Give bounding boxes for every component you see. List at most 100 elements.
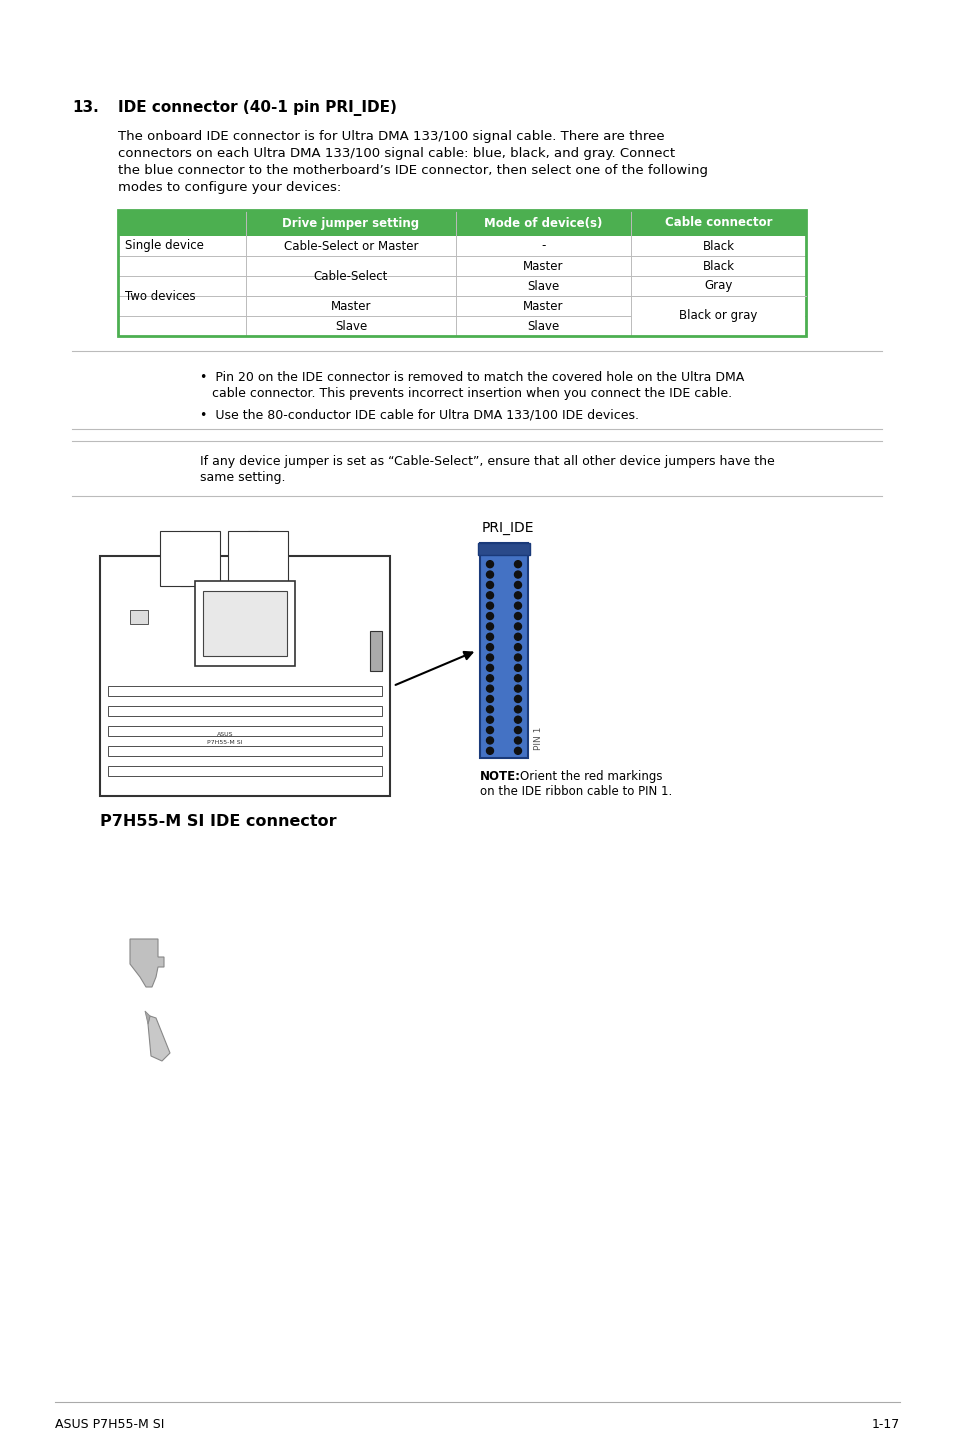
Circle shape (514, 706, 521, 713)
Polygon shape (148, 1015, 170, 1061)
Bar (631, 315, 804, 316)
Text: •  Pin 20 on the IDE connector is removed to match the covered hole on the Ultra: • Pin 20 on the IDE connector is removed… (200, 371, 743, 384)
Circle shape (486, 684, 493, 692)
Circle shape (514, 748, 521, 755)
Circle shape (486, 571, 493, 579)
Circle shape (514, 613, 521, 620)
Text: modes to configure your devices:: modes to configure your devices: (118, 180, 341, 193)
Text: NOTE:: NOTE: (479, 770, 520, 783)
Text: Black: Black (701, 239, 734, 252)
Circle shape (486, 748, 493, 755)
Text: Gray: Gray (703, 279, 732, 292)
Bar (479, 543, 527, 758)
Bar (370, 632, 381, 672)
Text: Master: Master (331, 299, 371, 312)
Circle shape (486, 716, 493, 723)
Text: If any device jumper is set as “Cable-Select”, ensure that all other device jump: If any device jumper is set as “Cable-Se… (200, 455, 774, 468)
Circle shape (486, 706, 493, 713)
Bar (130, 610, 148, 624)
Text: The onboard IDE connector is for Ultra DMA 133/100 signal cable. There are three: The onboard IDE connector is for Ultra D… (118, 130, 664, 143)
Circle shape (514, 591, 521, 599)
Circle shape (486, 726, 493, 733)
Circle shape (486, 591, 493, 599)
Text: IDE connector (40-1 pin PRI_IDE): IDE connector (40-1 pin PRI_IDE) (118, 100, 396, 116)
Text: same setting.: same setting. (200, 471, 285, 484)
Circle shape (514, 674, 521, 682)
Circle shape (486, 633, 493, 640)
Circle shape (514, 664, 521, 672)
Bar (248, 531, 257, 586)
Bar (118, 296, 805, 316)
Circle shape (514, 561, 521, 567)
Text: cable connector. This prevents incorrect insertion when you connect the IDE cabl: cable connector. This prevents incorrect… (200, 387, 731, 400)
Text: Master: Master (522, 299, 563, 312)
Bar (108, 766, 381, 776)
Text: Two devices: Two devices (125, 289, 195, 302)
Polygon shape (145, 1011, 150, 1024)
Polygon shape (130, 939, 164, 987)
Circle shape (486, 613, 493, 620)
Text: Black or gray: Black or gray (679, 309, 757, 322)
Bar (118, 276, 805, 296)
Circle shape (486, 696, 493, 703)
Text: 13.: 13. (71, 100, 99, 115)
Bar (118, 236, 805, 256)
Text: •  Use the 80-conductor IDE cable for Ultra DMA 133/100 IDE devices.: • Use the 80-conductor IDE cable for Ult… (200, 410, 639, 422)
Text: Master: Master (522, 259, 563, 272)
Bar (118, 211, 805, 236)
Bar (160, 531, 220, 586)
Circle shape (514, 623, 521, 630)
Circle shape (514, 633, 521, 640)
Circle shape (486, 737, 493, 745)
Circle shape (486, 581, 493, 589)
Circle shape (514, 684, 521, 692)
Text: Slave: Slave (335, 319, 367, 332)
Text: ASUS: ASUS (216, 732, 233, 737)
Bar (108, 746, 381, 756)
Text: PRI_IDE: PRI_IDE (481, 521, 534, 536)
Circle shape (514, 571, 521, 579)
Bar (118, 211, 805, 337)
Text: connectors on each Ultra DMA 133/100 signal cable: blue, black, and gray. Connec: connectors on each Ultra DMA 133/100 sig… (118, 147, 675, 160)
Bar (180, 531, 190, 586)
Circle shape (514, 603, 521, 609)
Bar (118, 256, 805, 276)
Text: Orient the red markings: Orient the red markings (519, 770, 661, 783)
Text: -: - (540, 239, 545, 252)
Bar (203, 591, 287, 656)
Text: Slave: Slave (527, 279, 559, 292)
Bar (228, 531, 288, 586)
Text: Mode of device(s): Mode of device(s) (484, 216, 602, 229)
Circle shape (514, 696, 521, 703)
Text: PIN 1: PIN 1 (534, 726, 542, 750)
Bar (108, 706, 381, 716)
Text: P7H55-M SI: P7H55-M SI (207, 740, 242, 745)
Text: Slave: Slave (527, 319, 559, 332)
Circle shape (514, 581, 521, 589)
Circle shape (486, 623, 493, 630)
Bar (118, 316, 805, 337)
Bar (477, 543, 530, 556)
Text: Cable connector: Cable connector (664, 216, 771, 229)
Circle shape (514, 726, 521, 733)
Bar (194, 581, 294, 666)
Text: on the IDE ribbon cable to PIN 1.: on the IDE ribbon cable to PIN 1. (479, 785, 672, 798)
Circle shape (486, 674, 493, 682)
Circle shape (514, 643, 521, 650)
Text: ASUS P7H55-M SI: ASUS P7H55-M SI (55, 1418, 164, 1431)
Text: Single device: Single device (125, 239, 204, 252)
Text: Cable-Select or Master: Cable-Select or Master (283, 239, 417, 252)
Bar (108, 726, 381, 736)
Circle shape (486, 643, 493, 650)
Bar (100, 556, 390, 796)
Text: P7H55-M SI IDE connector: P7H55-M SI IDE connector (100, 813, 336, 829)
Circle shape (486, 664, 493, 672)
Circle shape (486, 561, 493, 567)
Text: Drive jumper setting: Drive jumper setting (282, 216, 419, 229)
Circle shape (486, 603, 493, 609)
Text: the blue connector to the motherboard’s IDE connector, then select one of the fo: the blue connector to the motherboard’s … (118, 165, 707, 178)
Circle shape (486, 654, 493, 662)
Text: 1-17: 1-17 (871, 1418, 899, 1431)
Circle shape (514, 716, 521, 723)
Text: Black: Black (701, 259, 734, 272)
